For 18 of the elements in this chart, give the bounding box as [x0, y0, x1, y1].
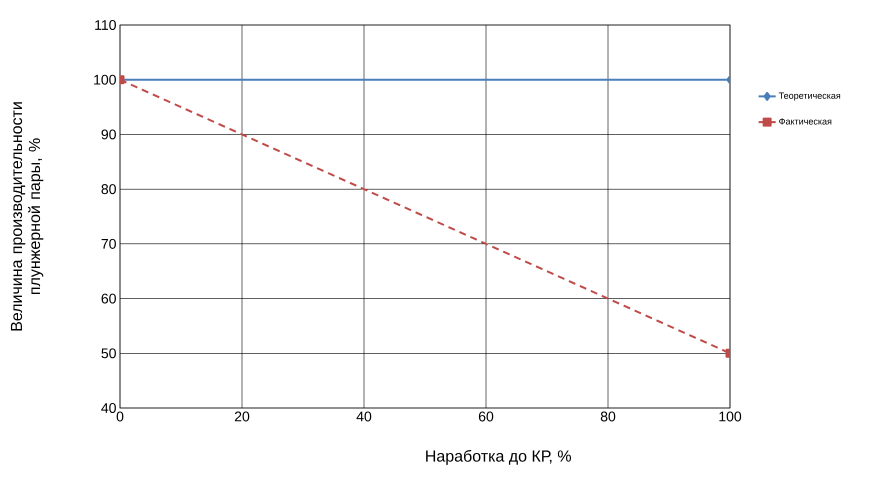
y-tick-label: 70: [102, 238, 116, 249]
x-tick-label: 60: [478, 412, 494, 422]
x-tick-label: 0: [116, 412, 124, 422]
legend-label: Теоретическая: [778, 92, 840, 101]
y-tick-label: 50: [101, 348, 116, 358]
x-tick-label: 80: [600, 412, 616, 422]
y-tick-label: 100: [94, 74, 116, 85]
y-tick-label: 90: [102, 129, 116, 140]
x-tick-label: 40: [356, 412, 372, 422]
y-tick-label: 80: [102, 184, 116, 194]
y-tick-label: 40: [101, 403, 116, 413]
x-tick-label: 100: [719, 412, 742, 422]
y-tick-label: 60: [102, 294, 116, 304]
x-axis-title: Наработка до КР, %: [426, 450, 571, 465]
y-axis-title: Величина производительности плунжерной пары, %: [10, 102, 44, 331]
legend-label: Фактическая: [779, 118, 832, 125]
y-tick-label: 110: [95, 20, 116, 30]
x-tick-label: 20: [234, 412, 250, 422]
